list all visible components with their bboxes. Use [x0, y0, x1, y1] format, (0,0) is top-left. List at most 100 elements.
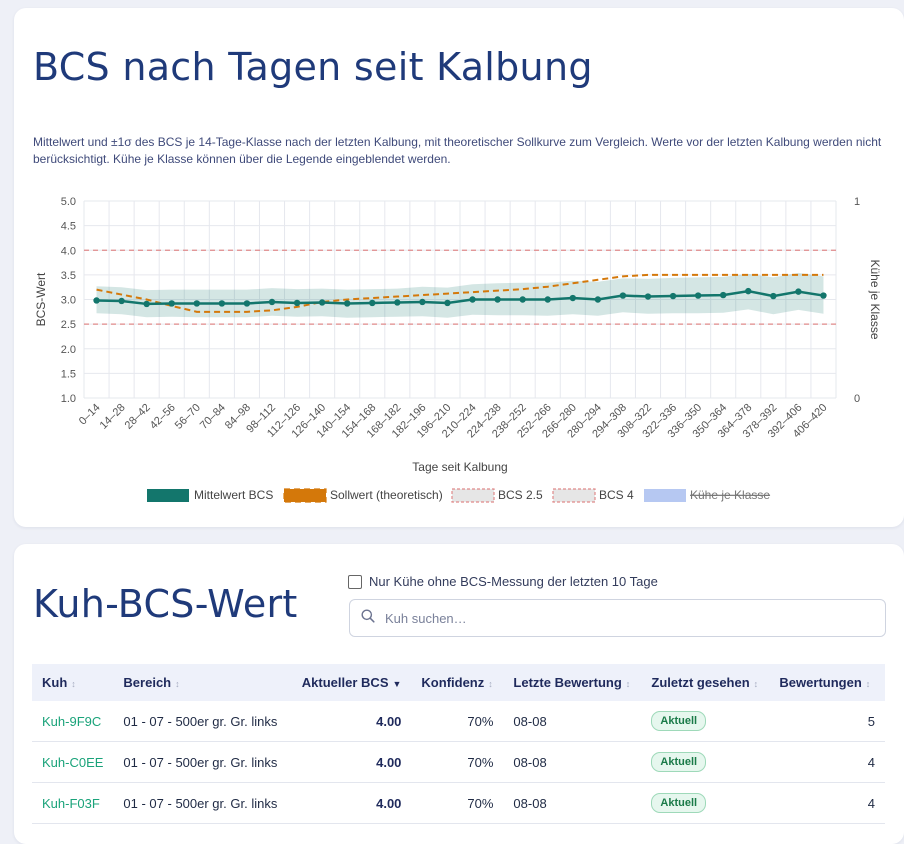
data-point-mittelwert	[770, 292, 777, 300]
area-cell: 01 - 07 - 500er gr. Gr. links	[113, 701, 292, 742]
legend-label: BCS 2.5	[498, 488, 543, 502]
table-row[interactable]: Kuh-9F9C 01 - 07 - 500er gr. Gr. links 4…	[32, 701, 885, 742]
status-badge: Aktuell	[651, 793, 707, 813]
sort-desc-icon: ▼	[392, 679, 402, 689]
legend-item[interactable]: BCS 4	[552, 488, 634, 503]
legend-label: Kühe je Klasse	[690, 488, 770, 502]
column-header-zuletzt-gesehen[interactable]: Zuletzt gesehen ↕	[651, 675, 759, 690]
area-cell: 01 - 07 - 500er gr. Gr. links	[113, 741, 292, 783]
cow-link[interactable]: Kuh-C0EE	[32, 741, 114, 783]
y2-tick-label: 1	[854, 196, 860, 208]
sort-icon: ↕	[71, 679, 76, 689]
filter-checkbox[interactable]	[348, 574, 362, 589]
ratings-count-cell: 4	[769, 782, 885, 824]
sort-icon: ↕	[753, 679, 759, 689]
confidence-cell: 70%	[411, 701, 504, 742]
y2-tick-label: 0	[854, 393, 860, 405]
data-point-mittelwert	[168, 300, 175, 307]
search-input[interactable]	[383, 609, 867, 627]
ratings-count-cell: 4	[769, 741, 885, 783]
last-rating-cell: 08-08	[503, 741, 642, 783]
y-tick-label: 2.0	[61, 344, 76, 356]
bcs-cell: 4.00	[291, 782, 412, 824]
data-point-mittelwert	[143, 300, 150, 308]
legend-label: Mittelwert BCS	[194, 488, 273, 502]
column-header-bewertungen[interactable]: Bewertungen ↕	[779, 675, 871, 690]
data-point-mittelwert	[93, 297, 100, 304]
legend-swatch	[283, 488, 327, 503]
legend-item[interactable]: Mittelwert BCS	[147, 488, 273, 502]
sort-icon: ↕	[865, 679, 871, 689]
area-cell: 01 - 07 - 500er gr. Gr. links	[113, 782, 292, 824]
legend-item[interactable]: Sollwert (theoretisch)	[283, 488, 443, 503]
column-header-bereich[interactable]: Bereich ↕	[123, 675, 180, 690]
std-band	[96, 272, 824, 318]
table-title: Kuh-BCS-Wert	[33, 582, 298, 626]
y-tick-label: 3.5	[61, 270, 76, 282]
x-tick-label: 28–42	[123, 402, 153, 432]
table-card: Kuh-BCS-Wert Nur Kühe ohne BCS-Messung d…	[14, 544, 904, 844]
last-rating-cell: 08-08	[503, 782, 642, 824]
x-axis-label: Tage seit Kalbung	[412, 460, 507, 474]
search-box[interactable]	[349, 599, 886, 637]
bcs-cell: 4.00	[291, 701, 412, 742]
y-axis-label: BCS-Wert	[34, 272, 48, 326]
data-point-mittelwert	[569, 294, 576, 302]
cow-table: Kuh ↕ Bereich ↕ Aktueller BCS ▼ Konfidenz ↕ …	[32, 664, 885, 824]
data-point-mittelwert	[820, 292, 827, 299]
data-point-mittelwert	[669, 292, 677, 300]
data-point-mittelwert	[594, 296, 602, 303]
y-tick-label: 2.5	[61, 319, 76, 331]
y2-axis-label: Kühe je Klasse	[868, 259, 882, 339]
x-tick-label: 14–28	[98, 402, 128, 432]
bcs-cell: 4.00	[291, 741, 412, 783]
ratings-count-cell: 5	[769, 701, 885, 742]
legend-label: BCS 4	[599, 488, 634, 502]
y-tick-label: 1.5	[61, 368, 76, 380]
data-point-mittelwert	[344, 300, 351, 307]
data-point-mittelwert	[544, 296, 551, 303]
data-point-mittelwert	[118, 297, 125, 305]
column-header-letzte-bewertung[interactable]: Letzte Bewertung ↕	[513, 675, 631, 690]
y-tick-label: 4.5	[61, 221, 76, 233]
series-line-sollwert	[96, 273, 824, 313]
data-point-mittelwert	[494, 296, 501, 303]
data-point-mittelwert	[619, 292, 627, 299]
data-point-mittelwert	[369, 299, 376, 307]
y-tick-label: 3.0	[61, 295, 76, 307]
data-point-mittelwert	[293, 299, 301, 307]
last-seen-cell: Aktuell	[641, 782, 770, 824]
column-header-kuh[interactable]: Kuh ↕	[42, 675, 76, 690]
status-badge: Aktuell	[651, 752, 707, 772]
y-tick-label: 5.0	[61, 196, 76, 208]
legend-item[interactable]: BCS 2.5	[451, 488, 543, 503]
legend-item[interactable]: Kühe je Klasse	[644, 488, 770, 502]
filter-checkbox-row[interactable]: Nur Kühe ohne BCS-Messung der letzten 10…	[348, 574, 658, 589]
series-line-mittelwert	[96, 289, 824, 306]
y-tick-label: 1.0	[61, 393, 76, 405]
y-tick-label: 4.0	[61, 245, 76, 257]
legend-swatch	[644, 489, 686, 502]
column-header-aktueller-bcs[interactable]: Aktueller BCS ▼	[301, 675, 402, 690]
data-point-mittelwert	[218, 300, 226, 307]
table-row[interactable]: Kuh-F03F 01 - 07 - 500er gr. Gr. links 4…	[32, 782, 885, 824]
data-point-mittelwert	[318, 299, 326, 306]
sort-icon: ↕	[625, 679, 631, 689]
table-header-row: Kuh ↕ Bereich ↕ Aktueller BCS ▼ Konfidenz ↕ …	[32, 664, 885, 701]
data-point-mittelwert	[419, 298, 426, 306]
cow-link[interactable]: Kuh-9F9C	[32, 701, 114, 742]
data-point-mittelwert	[694, 292, 702, 299]
search-icon	[361, 609, 375, 628]
data-point-mittelwert	[193, 300, 200, 307]
data-point-mittelwert	[519, 296, 526, 303]
x-tick-label: 70–84	[198, 402, 228, 432]
data-point-mittelwert	[644, 293, 652, 300]
cow-link[interactable]: Kuh-F03F	[32, 782, 114, 824]
status-badge: Aktuell	[651, 711, 707, 731]
x-tick-label: 56–70	[173, 402, 203, 432]
table-row[interactable]: Kuh-C0EE 01 - 07 - 500er gr. Gr. links 4…	[32, 741, 885, 783]
confidence-cell: 70%	[411, 782, 504, 824]
chart-description: Mittelwert und ±1σ des BCS je 14-Tage-Kl…	[33, 135, 882, 166]
column-header-konfidenz[interactable]: Konfidenz ↕	[421, 675, 493, 690]
data-point-mittelwert	[745, 287, 752, 295]
